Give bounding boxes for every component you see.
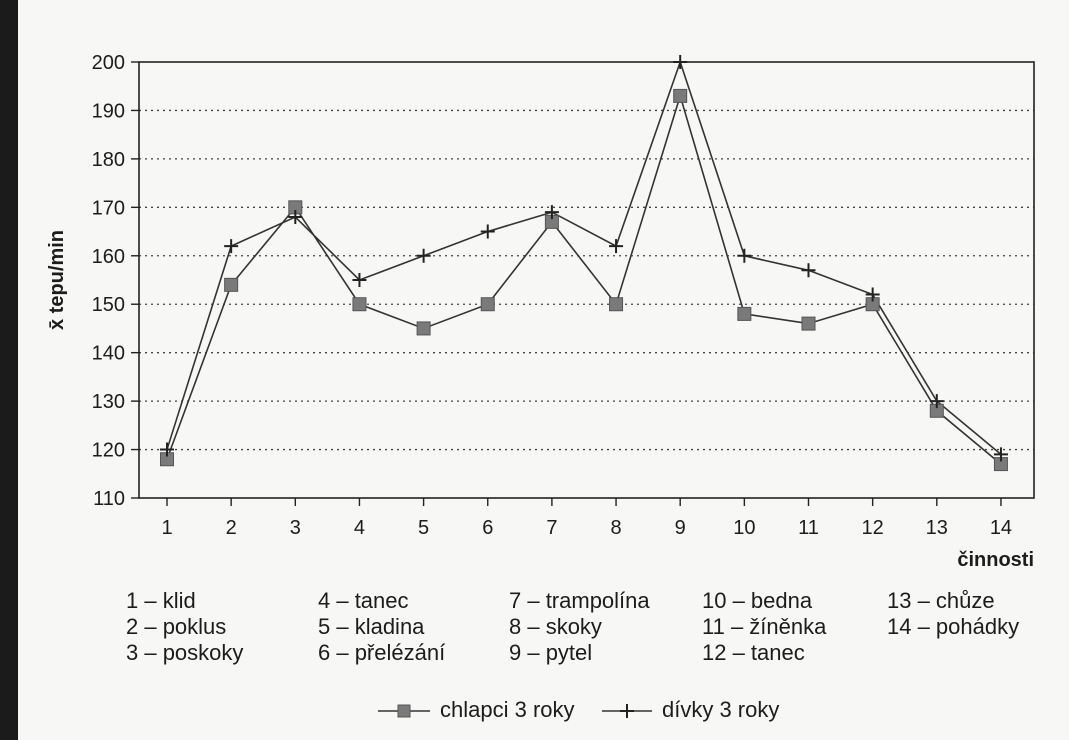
x-tick-label: 10: [733, 517, 755, 539]
series-line: [166, 59, 1002, 456]
data-point: [480, 297, 495, 312]
x-tick-label: 12: [862, 517, 884, 539]
activity-legend-item: 6 – přelézání: [318, 640, 446, 665]
gridlines: [139, 109, 1034, 451]
x-axis-label: činnosti: [957, 549, 1034, 571]
data-point: [288, 210, 303, 225]
data-point: [480, 224, 495, 239]
square-marker-icon: [397, 704, 411, 718]
data-point: [865, 287, 880, 302]
data-point: [737, 248, 752, 263]
y-tick-label: 190: [92, 100, 125, 122]
activity-legend-item: 9 – pytel: [509, 640, 593, 665]
data-point: [609, 239, 624, 254]
x-tick-label: 7: [546, 517, 557, 539]
x-tick-label: 6: [482, 517, 493, 539]
x-tick-label: 3: [290, 517, 301, 539]
y-tick-label: 140: [92, 343, 125, 365]
x-tick-label: 8: [610, 517, 621, 539]
y-axis-label: x̄ tepu/min: [46, 230, 68, 330]
x-tick-label: 11: [798, 517, 819, 539]
legend-label-boys: chlapci 3 roky: [440, 697, 575, 722]
data-point: [544, 205, 559, 220]
activity-legend-item: 14 – pohádky: [887, 614, 1020, 639]
data-point: [801, 316, 816, 331]
activity-legend-item: 1 – klid: [126, 588, 196, 613]
y-tick-label: 180: [92, 149, 125, 171]
plus-marker-icon: [620, 704, 634, 718]
legend-label-girls: dívky 3 roky: [662, 697, 780, 722]
y-tick-label: 170: [92, 197, 125, 219]
data-point: [609, 297, 624, 312]
data-point: [673, 55, 688, 69]
y-tick-label: 130: [92, 391, 125, 413]
data-point: [673, 88, 688, 103]
x-tick-label: 13: [926, 517, 948, 539]
x-tick-label: 5: [418, 517, 429, 539]
activity-legend-item: 8 – skoky: [509, 614, 602, 639]
x-tick-label: 2: [226, 517, 237, 539]
x-tick-label: 1: [161, 517, 172, 539]
y-axis: 110 120 130 140 150 160 170 180 190 200: [92, 52, 139, 510]
series-line: [166, 93, 1002, 465]
data-point: [737, 306, 752, 321]
activity-legend-item: 2 – poklus: [126, 614, 227, 639]
y-tick-label: 160: [92, 246, 125, 268]
data-point: [224, 239, 239, 254]
data-point: [224, 277, 239, 292]
data-point: [416, 321, 431, 336]
y-tick-label: 110: [93, 488, 125, 510]
activity-legend-item: 13 – chůze: [887, 588, 995, 613]
series-legend-graphics: [378, 704, 652, 718]
data-point: [160, 442, 174, 457]
activity-legend-item: 3 – poskoky: [126, 640, 244, 665]
activity-legend-item: 10 – bedna: [702, 588, 813, 613]
data-point: [352, 273, 367, 287]
plot-frame: [138, 61, 1035, 499]
activity-legend-item: 11 – žíněnka: [702, 614, 827, 639]
y-tick-label: 120: [92, 440, 125, 462]
activity-legend-item: 12 – tanec: [702, 640, 805, 665]
x-tick-label: 9: [675, 517, 686, 539]
activity-legend-item: 7 – trampolína: [509, 588, 650, 613]
data-point: [801, 263, 816, 278]
activity-legend-item: 4 – tanec: [318, 588, 409, 613]
y-tick-label: 150: [92, 294, 125, 316]
data-point: [352, 297, 367, 312]
series: [160, 55, 1008, 472]
data-point: [416, 248, 431, 263]
y-tick-label: 200: [92, 52, 125, 74]
x-tick-label: 14: [990, 517, 1012, 539]
x-axis: 1 2 3 4 5 6 7 8 9 10 11 12 13 14: [161, 498, 1012, 539]
data-point: [929, 394, 944, 409]
x-tick-label: 4: [354, 517, 365, 539]
data-point: [993, 447, 1008, 462]
activity-legend-item: 5 – kladina: [318, 614, 425, 639]
